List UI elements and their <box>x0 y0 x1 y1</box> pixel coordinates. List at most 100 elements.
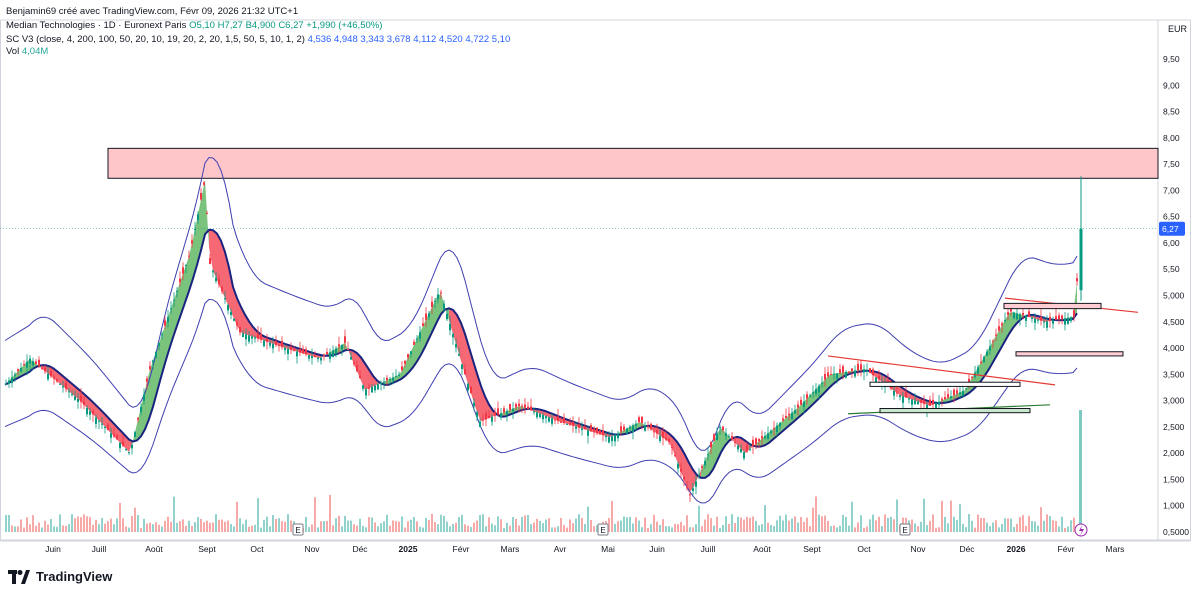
candle-body <box>62 386 64 388</box>
volume-bar <box>200 518 202 532</box>
candle-body <box>593 428 595 433</box>
volume-bar <box>305 516 307 532</box>
volume-bar <box>560 518 562 532</box>
candle-body <box>947 394 949 398</box>
candle-body <box>572 421 574 426</box>
volume-bar <box>17 526 19 532</box>
cloud-segment <box>685 454 689 493</box>
candle-body <box>962 391 964 396</box>
candle-body <box>1010 308 1012 312</box>
volume-bar <box>713 525 715 532</box>
volume-bar <box>1049 516 1051 532</box>
volume-bar <box>530 524 532 532</box>
candle-body <box>908 398 910 400</box>
candle-body <box>638 417 640 423</box>
candle-body <box>1076 278 1078 282</box>
y-tick-label: 3,500 <box>1163 369 1185 379</box>
volume-bar <box>260 527 262 532</box>
volume-bar <box>371 517 373 532</box>
candle-body <box>314 355 316 358</box>
volume-bar <box>176 522 178 532</box>
candle-body <box>647 426 649 428</box>
volume-bar <box>47 524 49 532</box>
candle-body <box>518 403 520 407</box>
candle-body <box>281 340 283 348</box>
volume-bar <box>1019 517 1021 532</box>
candle-body <box>89 411 91 415</box>
volume-bar <box>689 527 691 532</box>
cloud-segment <box>253 326 257 339</box>
candle-body <box>860 364 862 370</box>
volume-bar <box>395 521 397 532</box>
y-tick-label: 2,500 <box>1163 422 1185 432</box>
candle-body <box>731 435 733 440</box>
candle-body <box>329 352 331 359</box>
volume-bar <box>962 523 964 532</box>
volume-bar <box>77 516 79 532</box>
volume-bar <box>707 514 709 532</box>
candle-body <box>674 454 676 456</box>
candle-body <box>497 408 499 415</box>
volume-bar <box>731 514 733 532</box>
volume-bar <box>275 519 277 532</box>
candle-body <box>710 441 712 448</box>
volume-bar <box>191 526 193 532</box>
volume-bar <box>557 526 559 532</box>
candle-body <box>287 348 289 354</box>
volume-bar <box>788 520 790 532</box>
volume-bar <box>983 517 985 532</box>
volume-bar <box>467 525 469 532</box>
candle-body <box>167 317 169 323</box>
cloud-segment <box>677 441 681 472</box>
volume-bar <box>251 525 253 532</box>
candle-body <box>776 425 778 433</box>
volume-bar <box>284 521 286 532</box>
candle-body <box>1022 313 1024 316</box>
volume-bar <box>548 518 550 532</box>
volume-bar <box>554 527 556 532</box>
volume-bar <box>932 514 934 532</box>
candle-body <box>11 377 13 384</box>
volume-bar <box>179 521 181 532</box>
volume-bar <box>320 521 322 532</box>
candle-body <box>365 389 367 396</box>
candle-body <box>824 373 826 380</box>
candle-body <box>866 370 868 372</box>
volume-bar <box>287 514 289 532</box>
volume-bar <box>1004 518 1006 532</box>
resistance-zone <box>107 147 1159 179</box>
volume-bar <box>65 525 67 532</box>
candle-body <box>353 362 355 365</box>
volume-bar <box>26 517 28 532</box>
candle-body <box>614 434 616 442</box>
candle-body <box>191 240 193 244</box>
volume-bar <box>281 521 283 532</box>
candle-body <box>821 382 823 384</box>
volume-bar <box>665 526 667 532</box>
volume-bar <box>551 527 553 532</box>
cloud-segment <box>361 357 365 391</box>
candle-body <box>983 356 985 362</box>
volume-bar <box>872 514 874 532</box>
volume-bar <box>812 507 814 532</box>
candle-body <box>467 383 469 391</box>
upper-band <box>4 156 1078 451</box>
volume-bar <box>182 519 184 532</box>
volume-bar <box>347 520 349 532</box>
candle-body <box>221 286 223 292</box>
candle-body <box>842 366 844 373</box>
volume-bar <box>131 515 133 532</box>
candle-body <box>98 420 100 422</box>
y-tick-label: 9,50 <box>1163 54 1180 64</box>
volume-bar <box>80 517 82 532</box>
candle-body <box>266 338 268 342</box>
candle-body <box>197 214 199 221</box>
currency-label: EUR <box>1168 24 1188 34</box>
candle-body <box>56 379 58 382</box>
candle-body <box>44 367 46 372</box>
candle-body <box>917 401 919 405</box>
volume-bar <box>1040 507 1042 532</box>
candle-body <box>1013 312 1015 319</box>
candle-body <box>158 343 160 346</box>
